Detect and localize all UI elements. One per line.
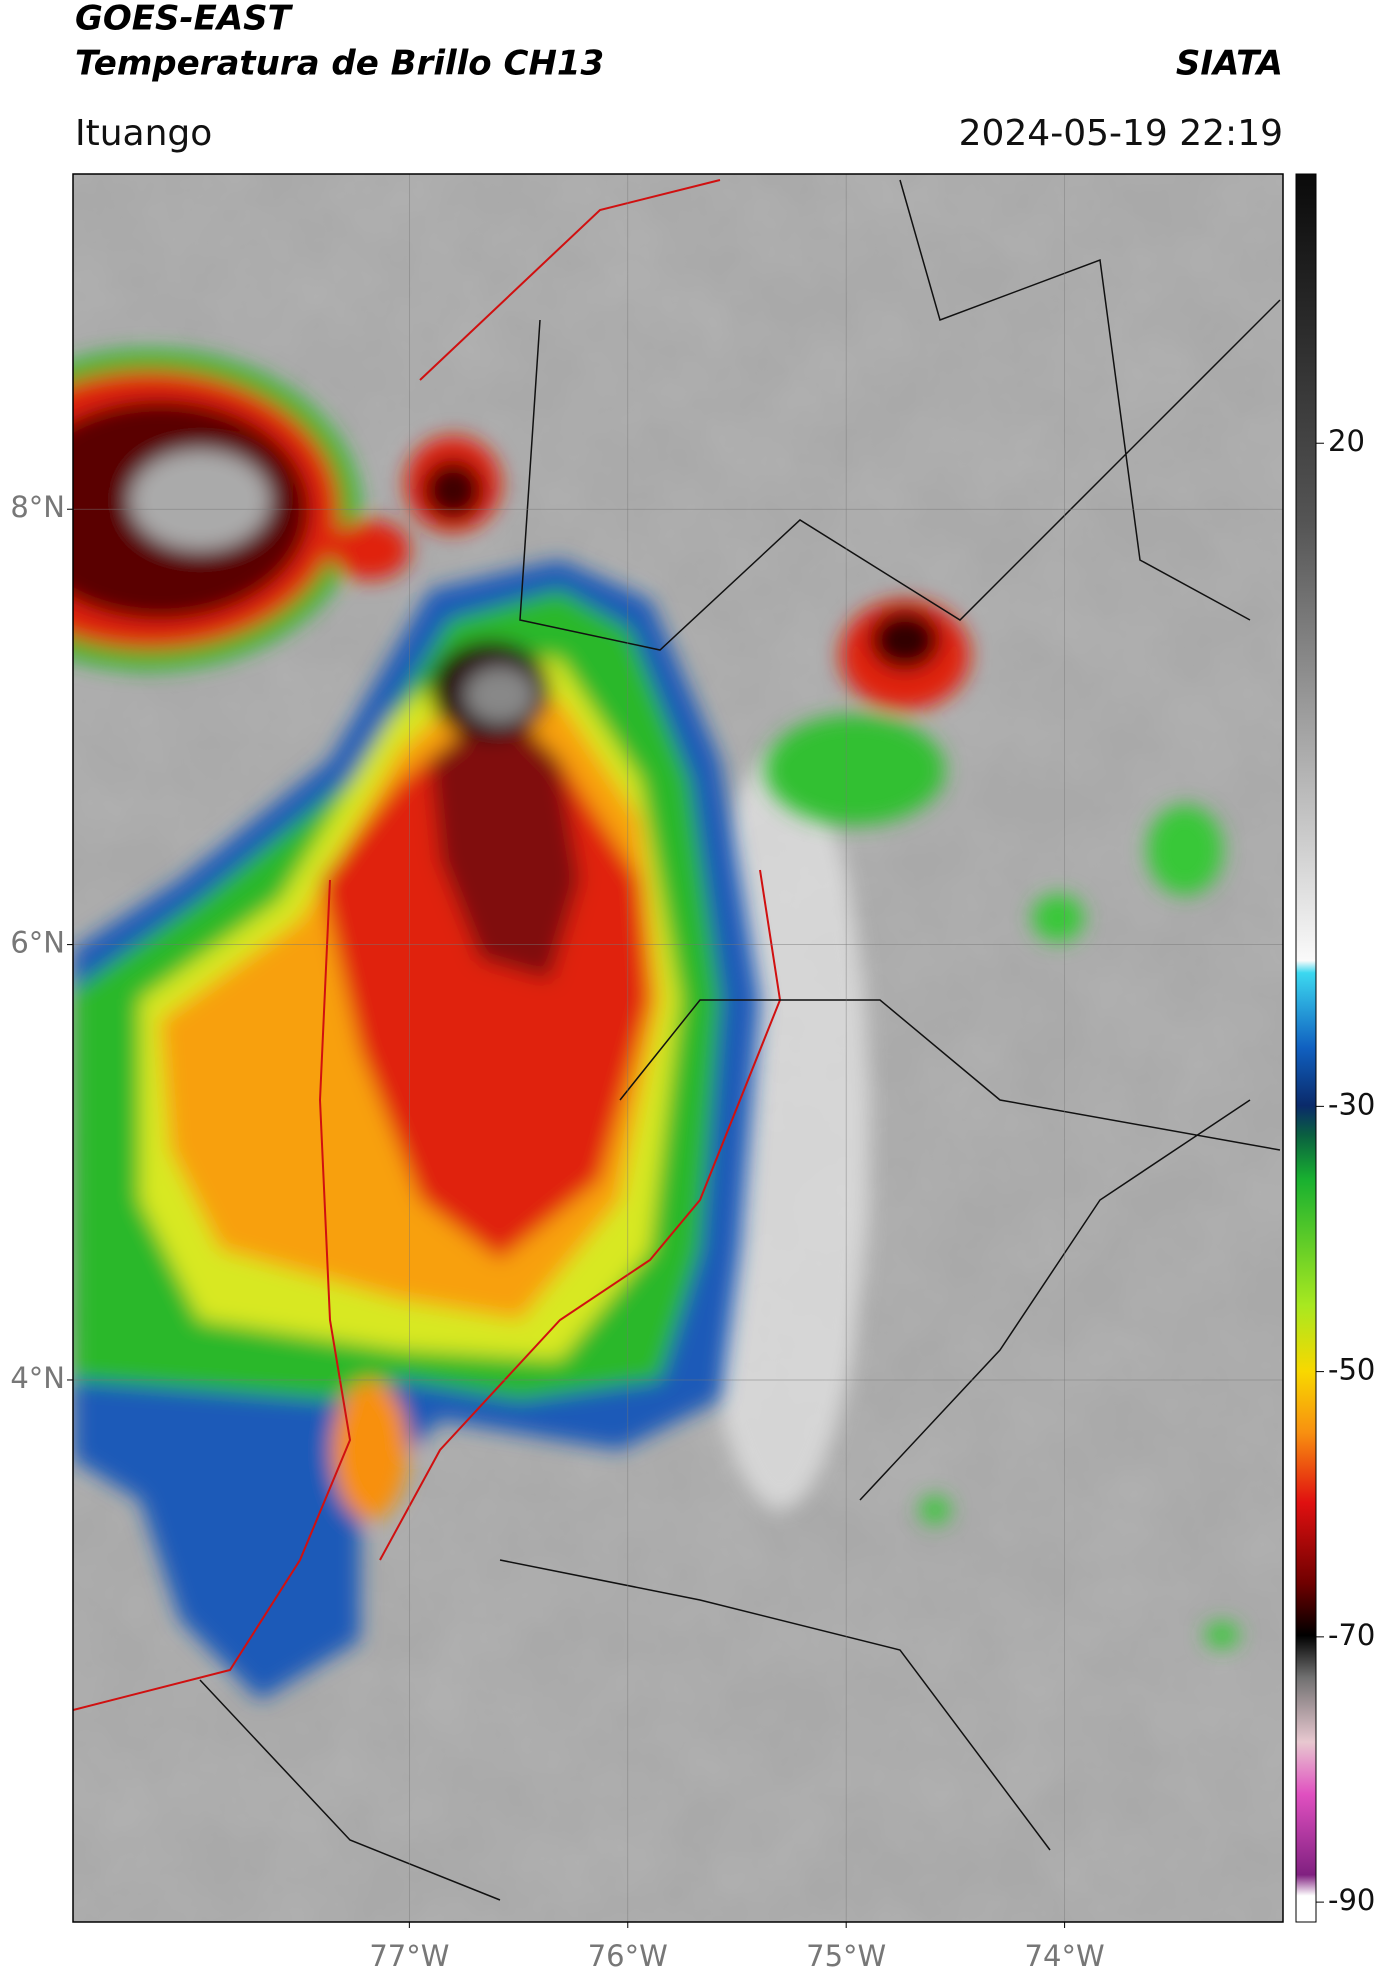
y-tick-label: 6°N: [10, 926, 65, 960]
datetime: 2024-05-19 22:19: [959, 113, 1283, 154]
graticule: [73, 174, 1283, 1922]
satellite-image: [73, 174, 1283, 1922]
colorbar-label: -90: [1328, 1883, 1375, 1917]
y-tick-label: 4°N: [10, 1361, 65, 1395]
colorbar-label: 20: [1328, 424, 1365, 458]
subtitle: Temperatura de Brillo CH13: [75, 44, 604, 84]
x-tick-label: 76°W: [588, 1939, 668, 1973]
colorbar-label: -70: [1328, 1618, 1375, 1652]
title: GOES-EAST: [75, 0, 294, 39]
x-tick-label: 77°W: [369, 1939, 449, 1973]
x-tick-label: 75°W: [806, 1939, 886, 1973]
x-tick-label: 74°W: [1025, 1939, 1105, 1973]
map-frame: [72, 173, 1284, 1923]
colorbar: [1295, 173, 1317, 1923]
location: Ituango: [75, 113, 212, 154]
brand: SIATA: [1176, 44, 1283, 84]
colorbar-label: -50: [1328, 1353, 1375, 1387]
colorbar-label: -30: [1328, 1087, 1375, 1121]
y-tick-label: 8°N: [10, 490, 65, 524]
